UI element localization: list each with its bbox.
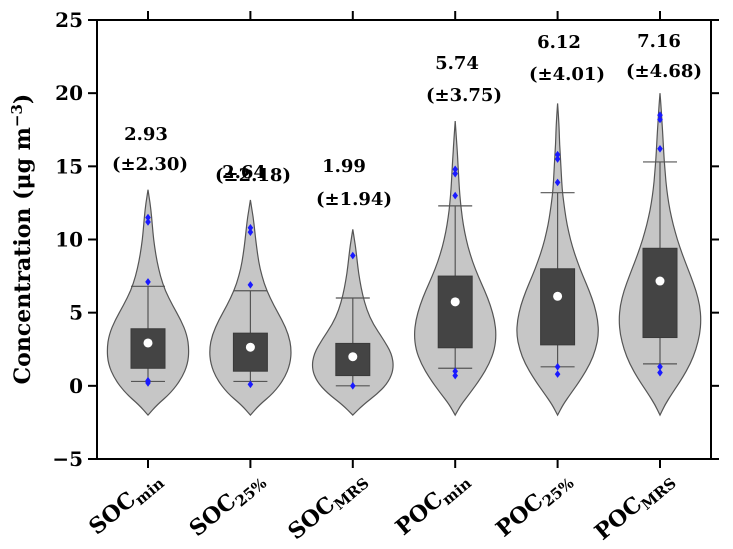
- violin-group-poc-min: [414, 120, 497, 417]
- outlier-point: [145, 278, 151, 286]
- outlier-point: [657, 363, 663, 371]
- outlier-point: [657, 368, 663, 377]
- y-axis-label-superscript: −3: [8, 104, 26, 127]
- violin-group-poc-25pct: [516, 103, 599, 417]
- annotation-mean: 1.99: [322, 156, 366, 177]
- y-tick-label: 0: [69, 374, 83, 398]
- annotation-mean: 2.93: [124, 124, 168, 145]
- outlier-point: [554, 370, 561, 378]
- outlier-point: [554, 363, 561, 371]
- outlier-point: [247, 380, 254, 389]
- mean-marker: [450, 297, 460, 307]
- annotation-mean: 7.16: [637, 31, 681, 52]
- y-tick-label: 20: [55, 81, 83, 105]
- annotation-sd: (±2.30): [112, 154, 188, 175]
- outlier-point: [452, 191, 458, 200]
- outlier-point: [657, 115, 663, 124]
- annotation-mean: 2.64: [222, 162, 266, 183]
- outlier-point: [350, 251, 356, 260]
- annotation-mean: 6.12: [537, 32, 581, 53]
- outlier-point: [452, 165, 458, 174]
- mean-marker: [553, 291, 563, 301]
- y-axis-label: Concentration (μg m−3): [8, 94, 36, 385]
- annotation-sd: (±4.01): [529, 64, 605, 85]
- iqr-box: [130, 328, 166, 369]
- violin-group-poc-mrs: [618, 93, 702, 417]
- iqr-box: [437, 275, 473, 349]
- outlier-point: [145, 376, 151, 385]
- violin-group-soc-mrs: [311, 229, 394, 416]
- y-tick-label: 15: [55, 154, 83, 178]
- annotation-mean: 5.74: [435, 53, 479, 74]
- annotation-sd: (±3.75): [426, 85, 502, 106]
- outlier-point: [657, 111, 663, 119]
- violin-group-soc-25pct: [209, 199, 292, 417]
- annotation-sd: (±2.18): [215, 165, 291, 186]
- annotations-layer: 2.93 (±2.30) 2.64(±2.18) 1.99 (±1.94) 5.74 (±3…: [112, 31, 702, 210]
- outlier-point: [657, 144, 663, 153]
- outlier-point: [145, 213, 151, 222]
- y-tick-label: 10: [55, 228, 83, 252]
- outlier-point: [452, 371, 458, 380]
- outlier-point: [145, 218, 151, 226]
- outlier-point: [247, 228, 254, 236]
- iqr-box: [232, 332, 268, 372]
- violins-layer: [106, 93, 702, 417]
- mean-marker: [655, 276, 665, 286]
- outlier-point: [554, 155, 561, 163]
- outlier-point: [452, 367, 458, 375]
- outlier-point: [554, 178, 561, 187]
- annotation-sd: (±4.68): [626, 61, 702, 82]
- outlier-point: [452, 169, 458, 178]
- mean-marker: [143, 338, 153, 348]
- y-tick-label: −5: [52, 447, 83, 471]
- y-axis-label-main: Concentration (μg m: [10, 127, 36, 384]
- mean-marker: [245, 342, 255, 352]
- annotation-sd: (±1.94): [316, 189, 392, 210]
- y-tick-label: 5: [69, 301, 83, 325]
- outlier-point: [554, 150, 561, 159]
- iqr-box: [642, 247, 678, 339]
- outlier-point: [247, 223, 254, 232]
- mean-marker: [348, 352, 358, 362]
- iqr-box: [540, 268, 576, 346]
- y-axis-label-close: ): [10, 94, 36, 104]
- violin-group-soc-min: [106, 189, 190, 417]
- outlier-point: [247, 281, 254, 289]
- outlier-point: [350, 382, 356, 390]
- y-tick-label: 25: [55, 8, 83, 32]
